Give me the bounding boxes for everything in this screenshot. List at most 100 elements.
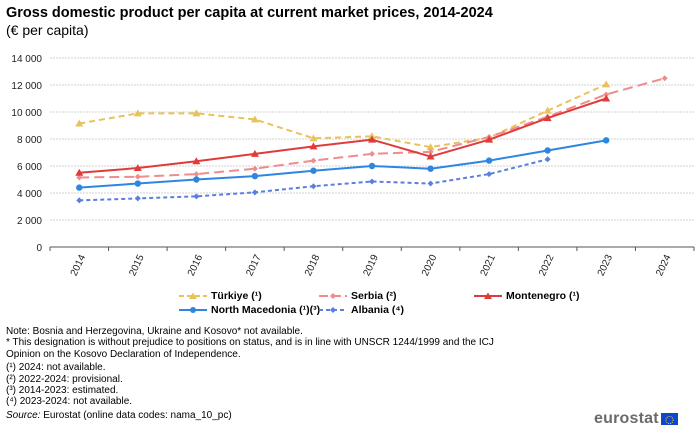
data-point <box>427 148 434 155</box>
data-point <box>485 135 494 143</box>
x-tick-label: 2017 <box>244 253 264 278</box>
data-point <box>251 189 258 196</box>
series-line <box>79 158 548 202</box>
footnote-3: (³) 2014-2023: estimated. <box>6 385 119 397</box>
data-point <box>193 176 200 183</box>
series-lines <box>75 75 668 204</box>
data-point <box>192 157 201 165</box>
data-point <box>134 173 141 180</box>
series-line <box>79 97 607 174</box>
x-tick-label: 2022 <box>537 253 557 278</box>
data-point <box>368 162 376 170</box>
y-tick-label: 2 000 <box>17 216 42 227</box>
data-point <box>544 147 551 154</box>
data-point <box>369 178 375 185</box>
data-point <box>544 156 551 163</box>
data-point <box>75 168 84 176</box>
data-point <box>133 109 142 117</box>
data-point <box>427 180 434 187</box>
eurostat-logo: eurostat <box>594 410 678 428</box>
series-türkiye <box>75 80 611 151</box>
data-point <box>310 183 317 190</box>
series-line <box>79 139 607 189</box>
legend-label-montenegro: Montenegro (¹) <box>506 290 580 302</box>
data-point <box>602 80 611 88</box>
data-point <box>543 114 552 122</box>
data-point <box>369 150 375 157</box>
data-point <box>76 174 83 181</box>
legend-item-turkiye[interactable]: Türkiye (¹) <box>178 290 262 302</box>
x-axis: 2014 2015 2016 2017 2018 2019 2020 2021 2022 2023… <box>49 246 695 278</box>
legend-item-north-macedonia[interactable]: North Macedonia (¹)(³) <box>178 304 320 316</box>
data-point <box>76 197 83 204</box>
legend-swatch-serbia <box>319 293 347 299</box>
legend-item-albania[interactable]: Albania (⁴) <box>318 304 404 316</box>
data-point <box>427 165 434 172</box>
y-tick-label: 14 000 <box>11 54 42 65</box>
data-point <box>250 149 259 157</box>
note-line: Opinion on the Kosovo Declaration of Ind… <box>6 348 241 360</box>
data-point <box>250 115 259 123</box>
data-point <box>309 142 318 150</box>
x-tick-label: 2016 <box>186 253 206 278</box>
data-point <box>134 195 141 202</box>
x-tick-label: 2024 <box>654 253 674 278</box>
note-line: Note: Bosnia and Herzegovina, Ukraine an… <box>6 326 303 337</box>
legend-swatch-albania <box>319 307 347 313</box>
data-point <box>426 152 435 160</box>
footnote-4: (⁴) 2023-2024: not available. <box>6 396 133 408</box>
chart-subtitle: (€ per capita) <box>6 22 89 38</box>
series-north <box>76 137 610 191</box>
data-point <box>192 109 201 117</box>
x-tick-label: 2021 <box>479 253 499 278</box>
legend-item-montenegro[interactable]: Montenegro (¹) <box>473 290 580 302</box>
chart-notes: Note: Bosnia and Herzegovina, Ukraine an… <box>6 326 696 421</box>
data-point <box>251 165 258 172</box>
eu-flag-icon <box>660 413 678 425</box>
legend-label-albania: Albania (⁴) <box>351 304 405 316</box>
legend-swatch-north-macedonia <box>179 307 207 313</box>
source-text: Eurostat (online data codes: nama_10_pc) <box>40 409 232 421</box>
y-tick-label: 4 000 <box>17 189 42 200</box>
legend-label-north-macedonia: North Macedonia (¹)(³) <box>211 304 321 316</box>
legend-label-serbia: Serbia (²) <box>351 290 397 302</box>
y-tick-label: 8 000 <box>17 135 42 146</box>
data-point <box>310 157 317 164</box>
note-line: * This designation is without prejudice … <box>6 337 494 349</box>
legend-swatch-turkiye <box>179 292 207 299</box>
source-label: Source: <box>6 409 41 421</box>
series-montenegro <box>75 94 611 176</box>
x-tick-label: 2018 <box>303 253 323 278</box>
data-point <box>485 157 493 164</box>
data-point <box>76 184 83 191</box>
footnote-1: (¹) 2024: not available. <box>6 362 106 374</box>
y-tick-label: 10 000 <box>11 108 42 119</box>
legend-label-turkiye: Türkiye (¹) <box>211 290 262 302</box>
footnote-2: (²) 2022-2024: provisional. <box>6 373 123 385</box>
data-point <box>310 167 317 174</box>
data-point <box>426 143 435 151</box>
source-line: Source: Eurostat (online data codes: nam… <box>6 410 696 421</box>
data-point <box>75 119 84 127</box>
x-tick-label: 2014 <box>69 253 89 278</box>
x-tick-label: 2019 <box>362 253 382 278</box>
data-point <box>368 135 376 143</box>
data-point <box>603 91 610 98</box>
series-albania <box>76 156 551 204</box>
data-point <box>602 94 611 102</box>
data-point <box>661 75 668 82</box>
data-point <box>309 134 318 142</box>
eurostat-logo-text: eurostat <box>594 410 659 427</box>
x-tick-label: 2015 <box>127 253 147 278</box>
series-line <box>79 83 607 149</box>
data-point <box>486 171 493 178</box>
data-point <box>251 172 259 180</box>
legend-item-serbia[interactable]: Serbia (²) <box>318 290 397 302</box>
series-serbia <box>76 75 668 181</box>
data-point <box>193 171 200 178</box>
series-line <box>79 77 665 179</box>
data-point <box>133 164 142 172</box>
y-axis: 0 2 000 4 000 6 000 8 000 10 000 12 000 14 000 <box>11 54 42 254</box>
x-tick-label: 2020 <box>420 253 440 278</box>
